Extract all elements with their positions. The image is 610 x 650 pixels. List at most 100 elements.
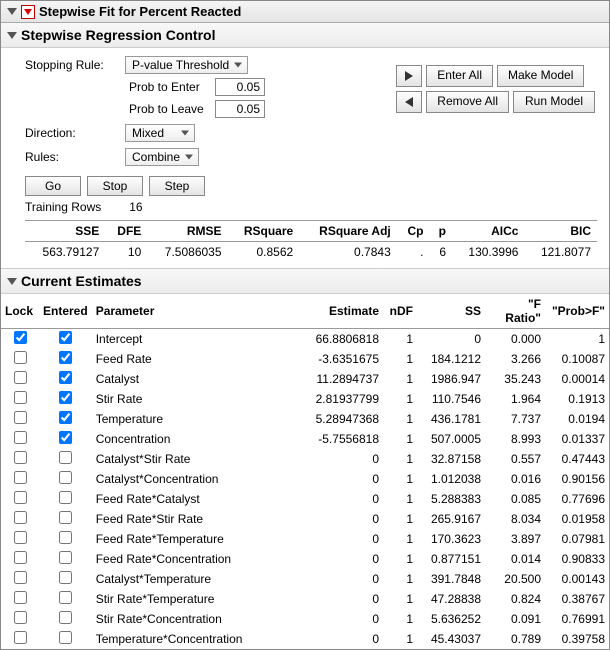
table-row: Catalyst*Stir Rate0132.871580.5570.47443: [1, 449, 609, 469]
lock-checkbox[interactable]: [14, 631, 27, 644]
table-row: Feed Rate*Concentration010.8771510.0140.…: [1, 549, 609, 569]
entered-checkbox[interactable]: [59, 471, 72, 484]
entered-checkbox[interactable]: [59, 491, 72, 504]
go-button[interactable]: Go: [25, 176, 81, 196]
lock-checkbox[interactable]: [14, 531, 27, 544]
regression-title: Stepwise Regression Control: [21, 27, 215, 43]
table-row: Feed Rate-3.63516751184.12123.2660.10087: [1, 349, 609, 369]
ss-cell: 5.636252: [417, 609, 485, 629]
entered-checkbox[interactable]: [59, 371, 72, 384]
enter-arrow-icon[interactable]: [396, 65, 422, 87]
param-cell: Temperature*Concentration: [92, 629, 291, 649]
ndf-cell: 1: [383, 369, 417, 389]
entered-checkbox[interactable]: [59, 611, 72, 624]
stopping-rule-select[interactable]: P-value Threshold: [125, 56, 248, 74]
ndf-cell: 1: [383, 449, 417, 469]
remove-all-button[interactable]: Remove All: [426, 91, 509, 113]
stats-value: 7.5086035: [147, 242, 227, 263]
estimates-title: Current Estimates: [21, 273, 142, 289]
lock-checkbox[interactable]: [14, 491, 27, 504]
entered-checkbox[interactable]: [59, 631, 72, 644]
make-model-button[interactable]: Make Model: [497, 65, 584, 87]
stop-button[interactable]: Stop: [87, 176, 143, 196]
stats-value: 10: [105, 242, 147, 263]
probf-cell: 1: [545, 329, 609, 350]
estimates-table: Lock Entered Parameter Estimate nDF SS "…: [1, 294, 609, 649]
rules-label: Rules:: [25, 150, 125, 164]
enter-all-button[interactable]: Enter All: [426, 65, 493, 87]
entered-checkbox[interactable]: [59, 551, 72, 564]
prob-leave-input[interactable]: [215, 100, 265, 118]
lock-checkbox[interactable]: [14, 551, 27, 564]
lock-checkbox[interactable]: [14, 571, 27, 584]
lock-checkbox[interactable]: [14, 451, 27, 464]
hotspot-icon[interactable]: [21, 5, 35, 19]
param-cell: Feed Rate*Temperature: [92, 529, 291, 549]
entered-checkbox[interactable]: [59, 391, 72, 404]
lock-checkbox[interactable]: [14, 511, 27, 524]
direction-select[interactable]: Mixed: [125, 124, 195, 142]
estimate-cell: 11.2894737: [291, 369, 383, 389]
probf-cell: 0.39758: [545, 629, 609, 649]
fratio-cell: 8.034: [485, 509, 545, 529]
entered-checkbox[interactable]: [59, 351, 72, 364]
stats-header: RSquare Adj: [299, 221, 397, 242]
estimate-cell: 0: [291, 529, 383, 549]
ss-cell: 1.012038: [417, 469, 485, 489]
param-cell: Catalyst*Concentration: [92, 469, 291, 489]
entered-checkbox[interactable]: [59, 431, 72, 444]
disclose-icon[interactable]: [7, 32, 17, 39]
disclose-icon[interactable]: [7, 278, 17, 285]
entered-checkbox[interactable]: [59, 411, 72, 424]
stats-header: Cp: [397, 221, 430, 242]
lock-checkbox[interactable]: [14, 351, 27, 364]
lock-checkbox[interactable]: [14, 471, 27, 484]
entered-checkbox[interactable]: [59, 451, 72, 464]
stats-header: BIC: [524, 221, 597, 242]
prob-enter-input[interactable]: [215, 78, 265, 96]
rules-select[interactable]: Combine: [125, 148, 199, 166]
disclose-icon[interactable]: [7, 8, 17, 15]
ss-cell: 45.43037: [417, 629, 485, 649]
lock-checkbox[interactable]: [14, 591, 27, 604]
lock-checkbox[interactable]: [14, 611, 27, 624]
estimate-cell: 0: [291, 609, 383, 629]
ss-cell: 436.1781: [417, 409, 485, 429]
action-buttons: Enter All Make Model Remove All Run Mode…: [396, 65, 595, 117]
estimate-cell: 0: [291, 549, 383, 569]
lock-checkbox[interactable]: [14, 431, 27, 444]
table-row: Stir Rate*Temperature0147.288380.8240.38…: [1, 589, 609, 609]
param-cell: Concentration: [92, 429, 291, 449]
entered-checkbox[interactable]: [59, 591, 72, 604]
ss-cell: 5.288383: [417, 489, 485, 509]
lock-checkbox[interactable]: [14, 371, 27, 384]
stats-value: 130.3996: [452, 242, 524, 263]
estimate-cell: 5.28947368: [291, 409, 383, 429]
lock-checkbox[interactable]: [14, 331, 27, 344]
estimate-cell: -5.7556818: [291, 429, 383, 449]
stats-value: 0.8562: [228, 242, 300, 263]
table-row: Temperature*Concentration0145.430370.789…: [1, 629, 609, 649]
main-header: Stepwise Fit for Percent Reacted: [1, 1, 609, 23]
remove-arrow-icon[interactable]: [396, 91, 422, 113]
lock-checkbox[interactable]: [14, 411, 27, 424]
estimate-cell: 0: [291, 509, 383, 529]
stats-value: 563.79127: [25, 242, 105, 263]
param-cell: Catalyst: [92, 369, 291, 389]
col-lock: Lock: [1, 294, 39, 329]
probf-cell: 0.38767: [545, 589, 609, 609]
entered-checkbox[interactable]: [59, 511, 72, 524]
step-button[interactable]: Step: [149, 176, 205, 196]
fratio-cell: 3.897: [485, 529, 545, 549]
fratio-cell: 1.964: [485, 389, 545, 409]
lock-checkbox[interactable]: [14, 391, 27, 404]
entered-checkbox[interactable]: [59, 531, 72, 544]
param-cell: Feed Rate*Stir Rate: [92, 509, 291, 529]
col-parameter: Parameter: [92, 294, 291, 329]
param-cell: Feed Rate*Catalyst: [92, 489, 291, 509]
entered-checkbox[interactable]: [59, 571, 72, 584]
entered-checkbox[interactable]: [59, 331, 72, 344]
ndf-cell: 1: [383, 589, 417, 609]
col-ndf: nDF: [383, 294, 417, 329]
run-model-button[interactable]: Run Model: [513, 91, 595, 113]
